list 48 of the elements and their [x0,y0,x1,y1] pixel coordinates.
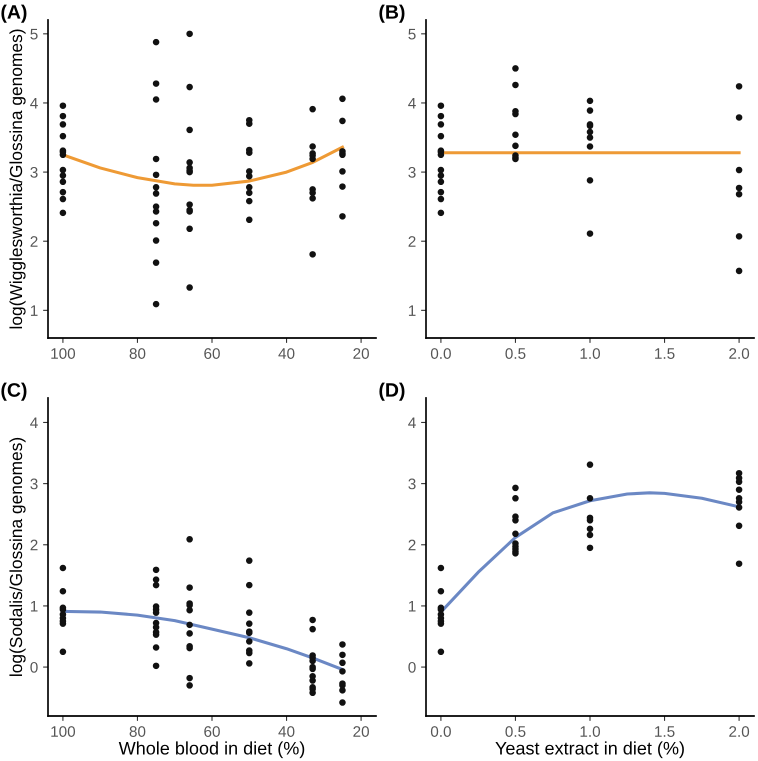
chart-title: (A) [1,4,26,23]
x-tick-label: 1.0 [580,348,600,359]
y-tick-label: 0 [408,662,416,673]
y-axis-title: log(Wigglesworthia/Glossina genomes) [9,30,26,328]
x-tick-label: 0.0 [430,348,451,359]
y-tick-label: 1 [30,600,38,612]
y-tick-label: 3 [408,478,416,490]
x-tick-label: 1.0 [580,726,600,737]
x-tick-label: 100 [51,726,76,737]
y-tick-label: 2 [408,236,416,247]
x-tick-label: 20 [353,726,369,737]
chart-title: (D) [379,382,404,401]
y-tick-label: 0 [30,662,38,673]
y-tick-label: 2 [30,540,38,550]
y-tick-label: 4 [30,98,38,108]
x-tick-label: 80 [130,348,146,359]
x-tick-label: 80 [130,726,146,737]
y-tick-label: 3 [30,478,38,490]
y-tick-label: 1 [408,305,416,316]
chart-title: (C) [1,382,26,401]
y-tick-label: 5 [408,28,416,40]
x-tick-label: 60 [204,348,220,359]
y-tick-label: 1 [408,600,416,612]
y-tick-label: 3 [408,166,416,178]
x-tick-label: 0.0 [430,726,451,737]
x-tick-label: 1.5 [655,348,675,359]
x-tick-label: 40 [278,348,294,359]
y-tick-label: 4 [30,417,38,428]
x-tick-label: 20 [353,348,369,359]
x-tick-label: 0.5 [505,726,526,737]
y-tick-label: 4 [408,417,416,428]
x-tick-label: 2.0 [729,726,750,737]
x-tick-label: 100 [51,348,76,359]
y-tick-label: 3 [30,166,38,178]
x-tick-label: 0.5 [505,348,526,359]
y-axis-title: log(Sodalis/Glossina genomes) [9,438,26,676]
y-tick-label: 5 [30,28,38,40]
x-axis-title: Yeast extract in diet (%) [495,741,684,758]
x-axis-title: Whole blood in diet (%) [118,741,304,758]
x-tick-label: 2.0 [729,348,750,359]
y-tick-label: 1 [30,305,38,316]
x-tick-label: 40 [278,726,294,737]
x-tick-label: 1.5 [655,726,675,737]
y-tick-label: 4 [408,98,416,108]
chart-title: (B) [379,4,404,23]
y-tick-label: 2 [408,540,416,550]
x-tick-label: 60 [204,726,220,737]
y-tick-label: 2 [30,236,38,247]
